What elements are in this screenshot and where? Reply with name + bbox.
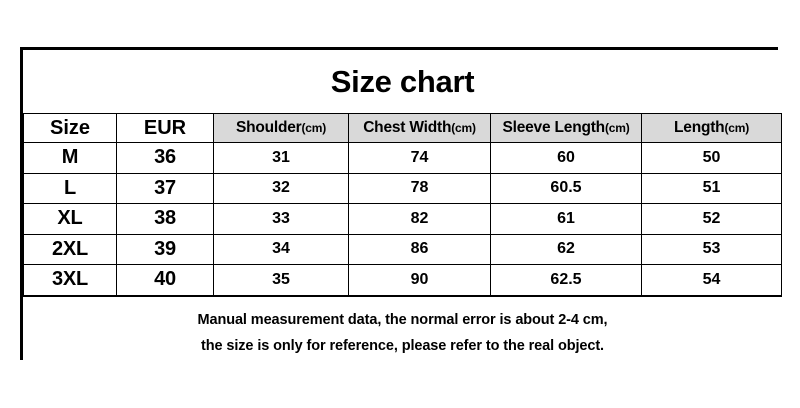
footer-note-row: Manual measurement data, the normal erro… (23, 295, 782, 371)
column-header-length: Length(cm) (640, 113, 783, 143)
page-title: Size chart (330, 64, 475, 99)
column-header-eur: EUR (116, 113, 214, 143)
cell-size: XL (23, 203, 117, 235)
title-row: Size chart (23, 50, 782, 114)
footer-note-line-2: the size is only for reference, please r… (201, 337, 604, 354)
footer-note-line-1: Manual measurement data, the normal erro… (197, 312, 608, 329)
table-row: 2XL 39 34 86 62 53 (23, 233, 783, 265)
column-header-chest-width-label: Chest Width (363, 119, 452, 136)
cell-shoulder: 32 (213, 172, 349, 204)
cell-length: 51 (640, 172, 783, 204)
column-header-eur-label: EUR (143, 116, 187, 139)
table-row: XL 38 33 82 61 52 (23, 203, 783, 235)
cell-shoulder: 34 (213, 233, 349, 265)
cell-chest-width: 78 (348, 172, 491, 204)
cell-size: M (23, 142, 117, 174)
cell-sleeve-length: 62.5 (490, 264, 642, 297)
cell-eur: 40 (116, 264, 214, 297)
cell-chest-width: 90 (348, 264, 491, 297)
cell-size: 2XL (23, 233, 117, 265)
cell-size: L (23, 172, 117, 204)
cell-size: 3XL (23, 264, 117, 297)
title-cell: Size chart (23, 50, 782, 114)
column-header-size: Size (23, 113, 117, 143)
column-header-sleeve-length: Sleeve Length(cm) (490, 113, 642, 143)
cell-sleeve-length: 60 (490, 142, 642, 174)
size-chart-table: Size chart Size EUR Shoulder(cm) Chest W… (23, 50, 783, 371)
cell-length: 54 (640, 264, 783, 297)
cell-eur: 37 (116, 172, 214, 204)
cell-sleeve-length: 60.5 (490, 172, 642, 204)
cell-chest-width: 82 (348, 203, 491, 235)
column-header-sleeve-length-label: Sleeve Length (502, 119, 605, 136)
cell-sleeve-length: 62 (490, 233, 642, 265)
column-header-length-label: Length (674, 119, 725, 136)
column-header-chest-width: Chest Width(cm) (348, 113, 491, 143)
footer-note-cell: Manual measurement data, the normal erro… (23, 295, 782, 371)
table-row: 3XL 40 35 90 62.5 54 (23, 264, 783, 297)
cell-eur: 36 (116, 142, 214, 174)
cell-eur: 39 (116, 233, 214, 265)
cell-length: 53 (640, 233, 783, 265)
column-header-shoulder: Shoulder(cm) (213, 113, 349, 143)
cell-sleeve-length: 61 (490, 203, 642, 235)
column-header-chest-width-unit: (cm) (451, 121, 476, 135)
column-header-length-unit: (cm) (724, 121, 750, 135)
column-header-shoulder-unit: (cm) (301, 121, 327, 135)
cell-chest-width: 86 (348, 233, 491, 265)
cell-shoulder: 31 (213, 142, 349, 174)
cell-length: 50 (640, 142, 783, 174)
column-header-size-label: Size (49, 116, 91, 139)
table-header-row: Size EUR Shoulder(cm) Chest Width(cm) Sl… (23, 113, 783, 143)
cell-chest-width: 74 (348, 142, 491, 174)
cell-eur: 38 (116, 203, 214, 235)
column-header-sleeve-length-unit: (cm) (604, 121, 630, 135)
cell-shoulder: 33 (213, 203, 349, 235)
table-row: L 37 32 78 60.5 51 (23, 172, 783, 204)
size-chart-container: Size chart Size EUR Shoulder(cm) Chest W… (20, 47, 783, 371)
cell-length: 52 (640, 203, 783, 235)
table-row: M 36 31 74 60 50 (23, 142, 783, 174)
column-header-shoulder-label: Shoulder (235, 119, 302, 136)
cell-shoulder: 35 (213, 264, 349, 297)
